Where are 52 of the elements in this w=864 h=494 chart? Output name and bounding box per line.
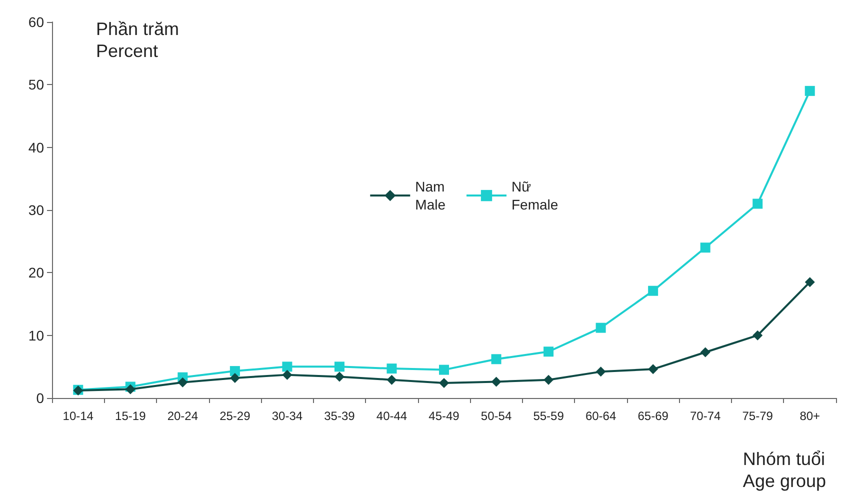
point [178, 377, 188, 388]
x-tick-label: 15-19 [115, 409, 146, 423]
x-tick-label: 10-14 [62, 409, 94, 423]
point [230, 372, 240, 383]
point [386, 374, 397, 385]
y-tick-label: 60 [28, 14, 44, 30]
point [439, 378, 449, 388]
x-axis-title: Nhóm tuổi Age group [742, 449, 826, 491]
y-tick-label: 50 [28, 76, 44, 93]
point [282, 370, 292, 380]
point [700, 347, 710, 358]
point [596, 322, 606, 333]
legend-label: Nữ Female [512, 178, 558, 213]
x-tick-label: 35-39 [324, 409, 356, 423]
x-tick-label: 45-49 [428, 409, 460, 423]
point [804, 277, 815, 288]
x-tick-label: 60-64 [585, 409, 616, 423]
point [230, 366, 240, 376]
point [439, 364, 449, 375]
x-tick-label: 70-74 [690, 409, 721, 423]
y-tick-label: 30 [28, 202, 44, 218]
y-tick-label: 10 [28, 327, 44, 344]
point [334, 362, 344, 372]
x-tick-label: 75-79 [742, 409, 774, 423]
x-tick-label: 25-29 [220, 409, 251, 423]
x-tick-label: 80+ [800, 409, 820, 423]
x-tick-label: 50-54 [480, 409, 512, 423]
point [491, 354, 502, 364]
point [648, 286, 658, 296]
x-tick-label: 20-24 [167, 409, 198, 423]
point [125, 384, 136, 394]
x-tick-label: 55-59 [533, 409, 564, 423]
point [596, 366, 606, 377]
point [334, 372, 344, 382]
point [804, 86, 815, 96]
y-tick-label: 40 [28, 139, 44, 156]
x-tick-label: 40-44 [376, 409, 408, 423]
y-axis-title: Phần trăm Percent [96, 19, 180, 61]
y-tick-label: 0 [36, 390, 44, 406]
point [491, 376, 502, 387]
point [544, 346, 554, 357]
x-tick-label: 65-69 [638, 409, 669, 423]
point [752, 198, 763, 209]
y-tick-label: 20 [28, 264, 44, 281]
point [648, 364, 658, 374]
point [282, 362, 292, 372]
legend-label: Nam Male [415, 178, 446, 213]
point [700, 242, 710, 253]
point [752, 330, 763, 340]
point [544, 374, 554, 385]
point [386, 364, 397, 374]
x-tick-label: 30-34 [272, 409, 303, 423]
